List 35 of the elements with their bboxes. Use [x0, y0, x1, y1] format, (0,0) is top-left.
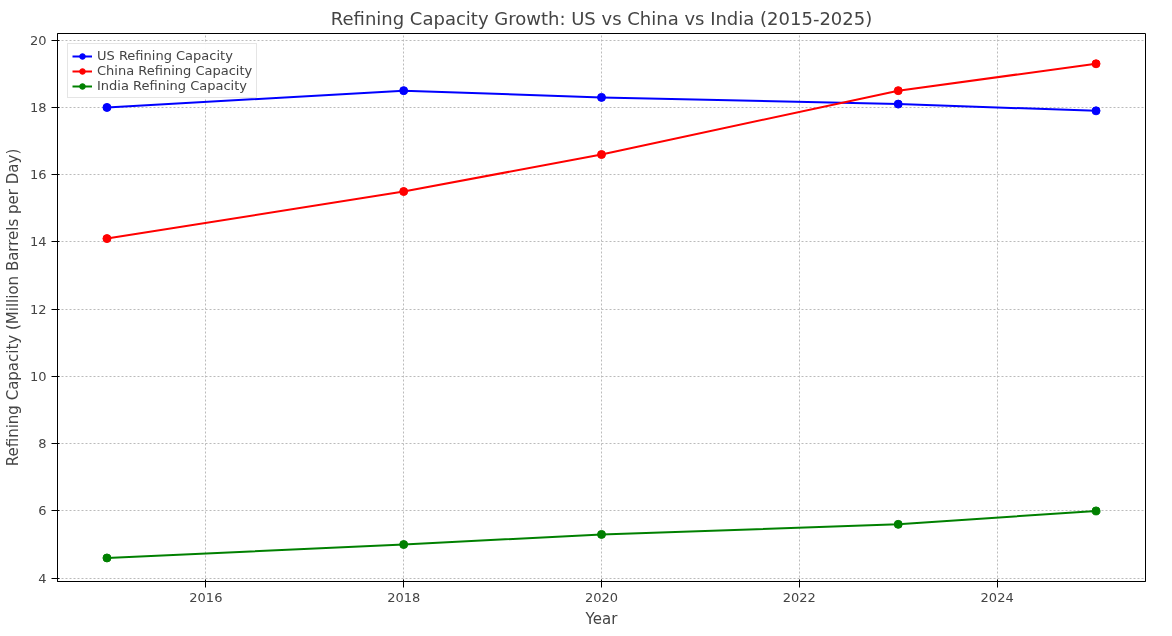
- point: [102, 553, 112, 563]
- point: [893, 86, 903, 96]
- point: [893, 519, 903, 529]
- legend-label: US Refining Capacity: [97, 48, 233, 63]
- y-tick-label: 6: [38, 503, 47, 519]
- x-tick-label: 2020: [584, 589, 619, 605]
- x-tick-label: 2024: [980, 589, 1014, 605]
- legend-label: India Refining Capacity: [97, 78, 247, 93]
- point: [597, 150, 606, 160]
- chart-title: Refining Capacity Growth: US vs China vs India (2015-2025): [330, 7, 873, 29]
- y-axis-title: Refining Capacity (Million Barrels per Day): [3, 148, 22, 467]
- point: [102, 234, 112, 244]
- x-tick-label: 2022: [782, 589, 816, 605]
- y-tick-label: 14: [29, 234, 47, 250]
- y-tick-label: 18: [29, 99, 47, 115]
- legend-label: China Refining Capacity: [97, 63, 253, 78]
- y-tick-label: 10: [29, 368, 47, 384]
- y-tick-label: 4: [38, 570, 47, 586]
- point: [893, 99, 903, 109]
- point: [399, 187, 409, 196]
- point: [597, 92, 606, 102]
- y-tick-label: 12: [29, 301, 47, 317]
- point: [399, 86, 409, 96]
- point: [597, 529, 606, 539]
- point: [102, 102, 112, 112]
- point: [1091, 59, 1101, 69]
- x-tick-label: 2016: [189, 589, 223, 605]
- y-tick-label: 8: [38, 436, 47, 452]
- x-axis-title: Year: [584, 609, 619, 628]
- point: [1091, 106, 1101, 116]
- point: [399, 540, 409, 550]
- point: [1091, 506, 1101, 516]
- y-tick-label: 20: [29, 32, 47, 48]
- y-tick-label: 16: [29, 167, 47, 183]
- x-tick-label: 2018: [387, 589, 421, 605]
